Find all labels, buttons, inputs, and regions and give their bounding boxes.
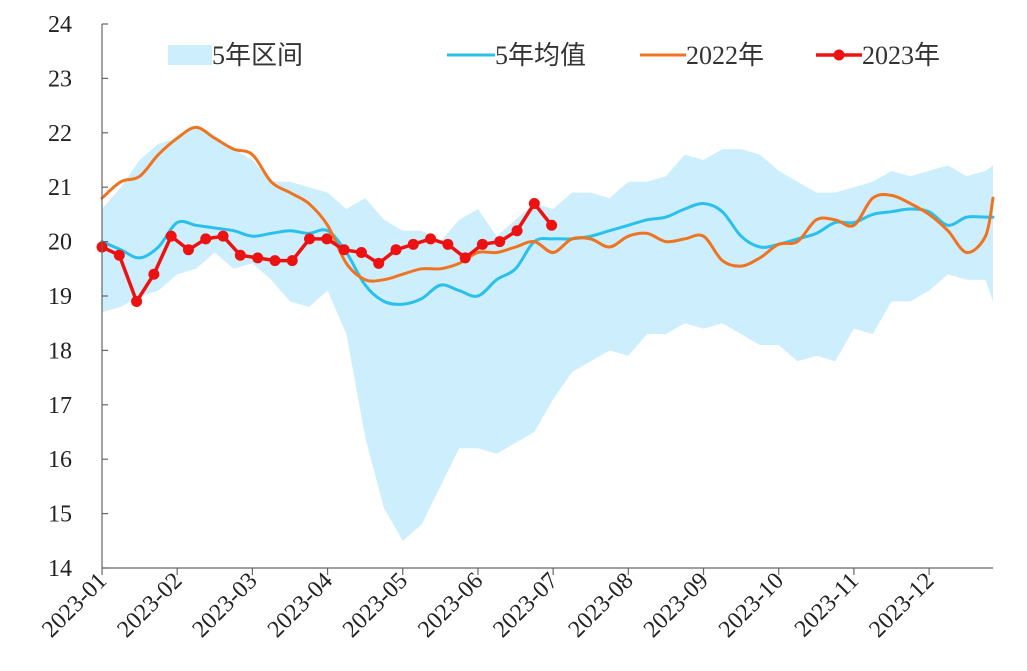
series-point-2023 bbox=[459, 252, 471, 264]
series-point-2023 bbox=[252, 252, 264, 264]
series-point-2023 bbox=[286, 255, 298, 267]
series-point-2023 bbox=[442, 238, 454, 250]
series-point-2023 bbox=[131, 295, 143, 307]
series-point-2023 bbox=[200, 233, 212, 245]
y-tick-label: 15 bbox=[48, 502, 72, 528]
x-tick-label: 2023-02 bbox=[112, 568, 187, 643]
series-point-2023 bbox=[476, 238, 488, 250]
y-tick-label: 23 bbox=[48, 66, 72, 92]
series-point-2023 bbox=[217, 230, 229, 242]
series-markers-layer bbox=[96, 198, 558, 307]
x-tick-label: 2023-04 bbox=[263, 568, 338, 643]
series-point-2023 bbox=[494, 236, 506, 248]
legend-label-2022: 2022年 bbox=[686, 41, 764, 70]
series-point-2023 bbox=[390, 244, 402, 256]
x-tick-label: 2023-07 bbox=[488, 568, 563, 643]
series-point-2023 bbox=[528, 198, 540, 210]
y-tick-label: 18 bbox=[48, 338, 72, 364]
y-tick-label: 19 bbox=[48, 284, 72, 310]
series-point-2023 bbox=[546, 219, 558, 231]
y-tick-label: 14 bbox=[48, 556, 72, 582]
series-range-band bbox=[102, 127, 993, 541]
series-line-avg bbox=[100, 201, 995, 306]
x-tick-label: 2023-09 bbox=[639, 568, 714, 643]
x-tick-label: 2023-05 bbox=[338, 568, 413, 643]
series-point-2023 bbox=[234, 249, 246, 261]
x-tick-label: 2023-03 bbox=[188, 568, 263, 643]
y-tick-label: 21 bbox=[48, 175, 72, 201]
legend-label-range: 5年区间 bbox=[212, 41, 303, 70]
x-tick-label: 2023-06 bbox=[413, 568, 488, 643]
y-tick-label: 17 bbox=[48, 393, 72, 419]
legend-marker-2023 bbox=[833, 49, 845, 61]
x-tick-label: 2023-12 bbox=[864, 568, 939, 643]
y-tick-label: 24 bbox=[48, 12, 72, 38]
x-tick-label: 2023-10 bbox=[714, 568, 789, 643]
legend-label-avg: 5年均值 bbox=[495, 41, 586, 70]
series-point-2023 bbox=[373, 257, 385, 269]
series-point-2023 bbox=[338, 244, 350, 256]
series-point-2023 bbox=[165, 230, 177, 242]
series-point-2023 bbox=[511, 225, 523, 237]
x-tick-label: 2023-11 bbox=[790, 568, 864, 642]
y-tick-label: 22 bbox=[48, 121, 72, 147]
series-point-2023 bbox=[113, 249, 125, 261]
legend-label-2023: 2023年 bbox=[862, 41, 940, 70]
series-point-2023 bbox=[425, 233, 437, 245]
range-band-layer bbox=[102, 127, 993, 541]
series-line-2022 bbox=[100, 125, 995, 283]
series-point-2023 bbox=[182, 244, 194, 256]
legend: 5年区间 5年均值 2022年 2023年 bbox=[168, 41, 940, 70]
y-tick-label: 16 bbox=[48, 447, 72, 473]
series-point-2023 bbox=[355, 246, 367, 258]
series-point-2023 bbox=[269, 255, 281, 267]
y-tick-label: 20 bbox=[48, 230, 72, 256]
legend-swatch-range bbox=[168, 45, 212, 65]
series-point-2023 bbox=[304, 233, 316, 245]
series-point-2023 bbox=[407, 238, 419, 250]
x-tick-label: 2023-08 bbox=[564, 568, 639, 643]
series-point-2023 bbox=[148, 268, 160, 280]
series-point-2023 bbox=[321, 233, 333, 245]
